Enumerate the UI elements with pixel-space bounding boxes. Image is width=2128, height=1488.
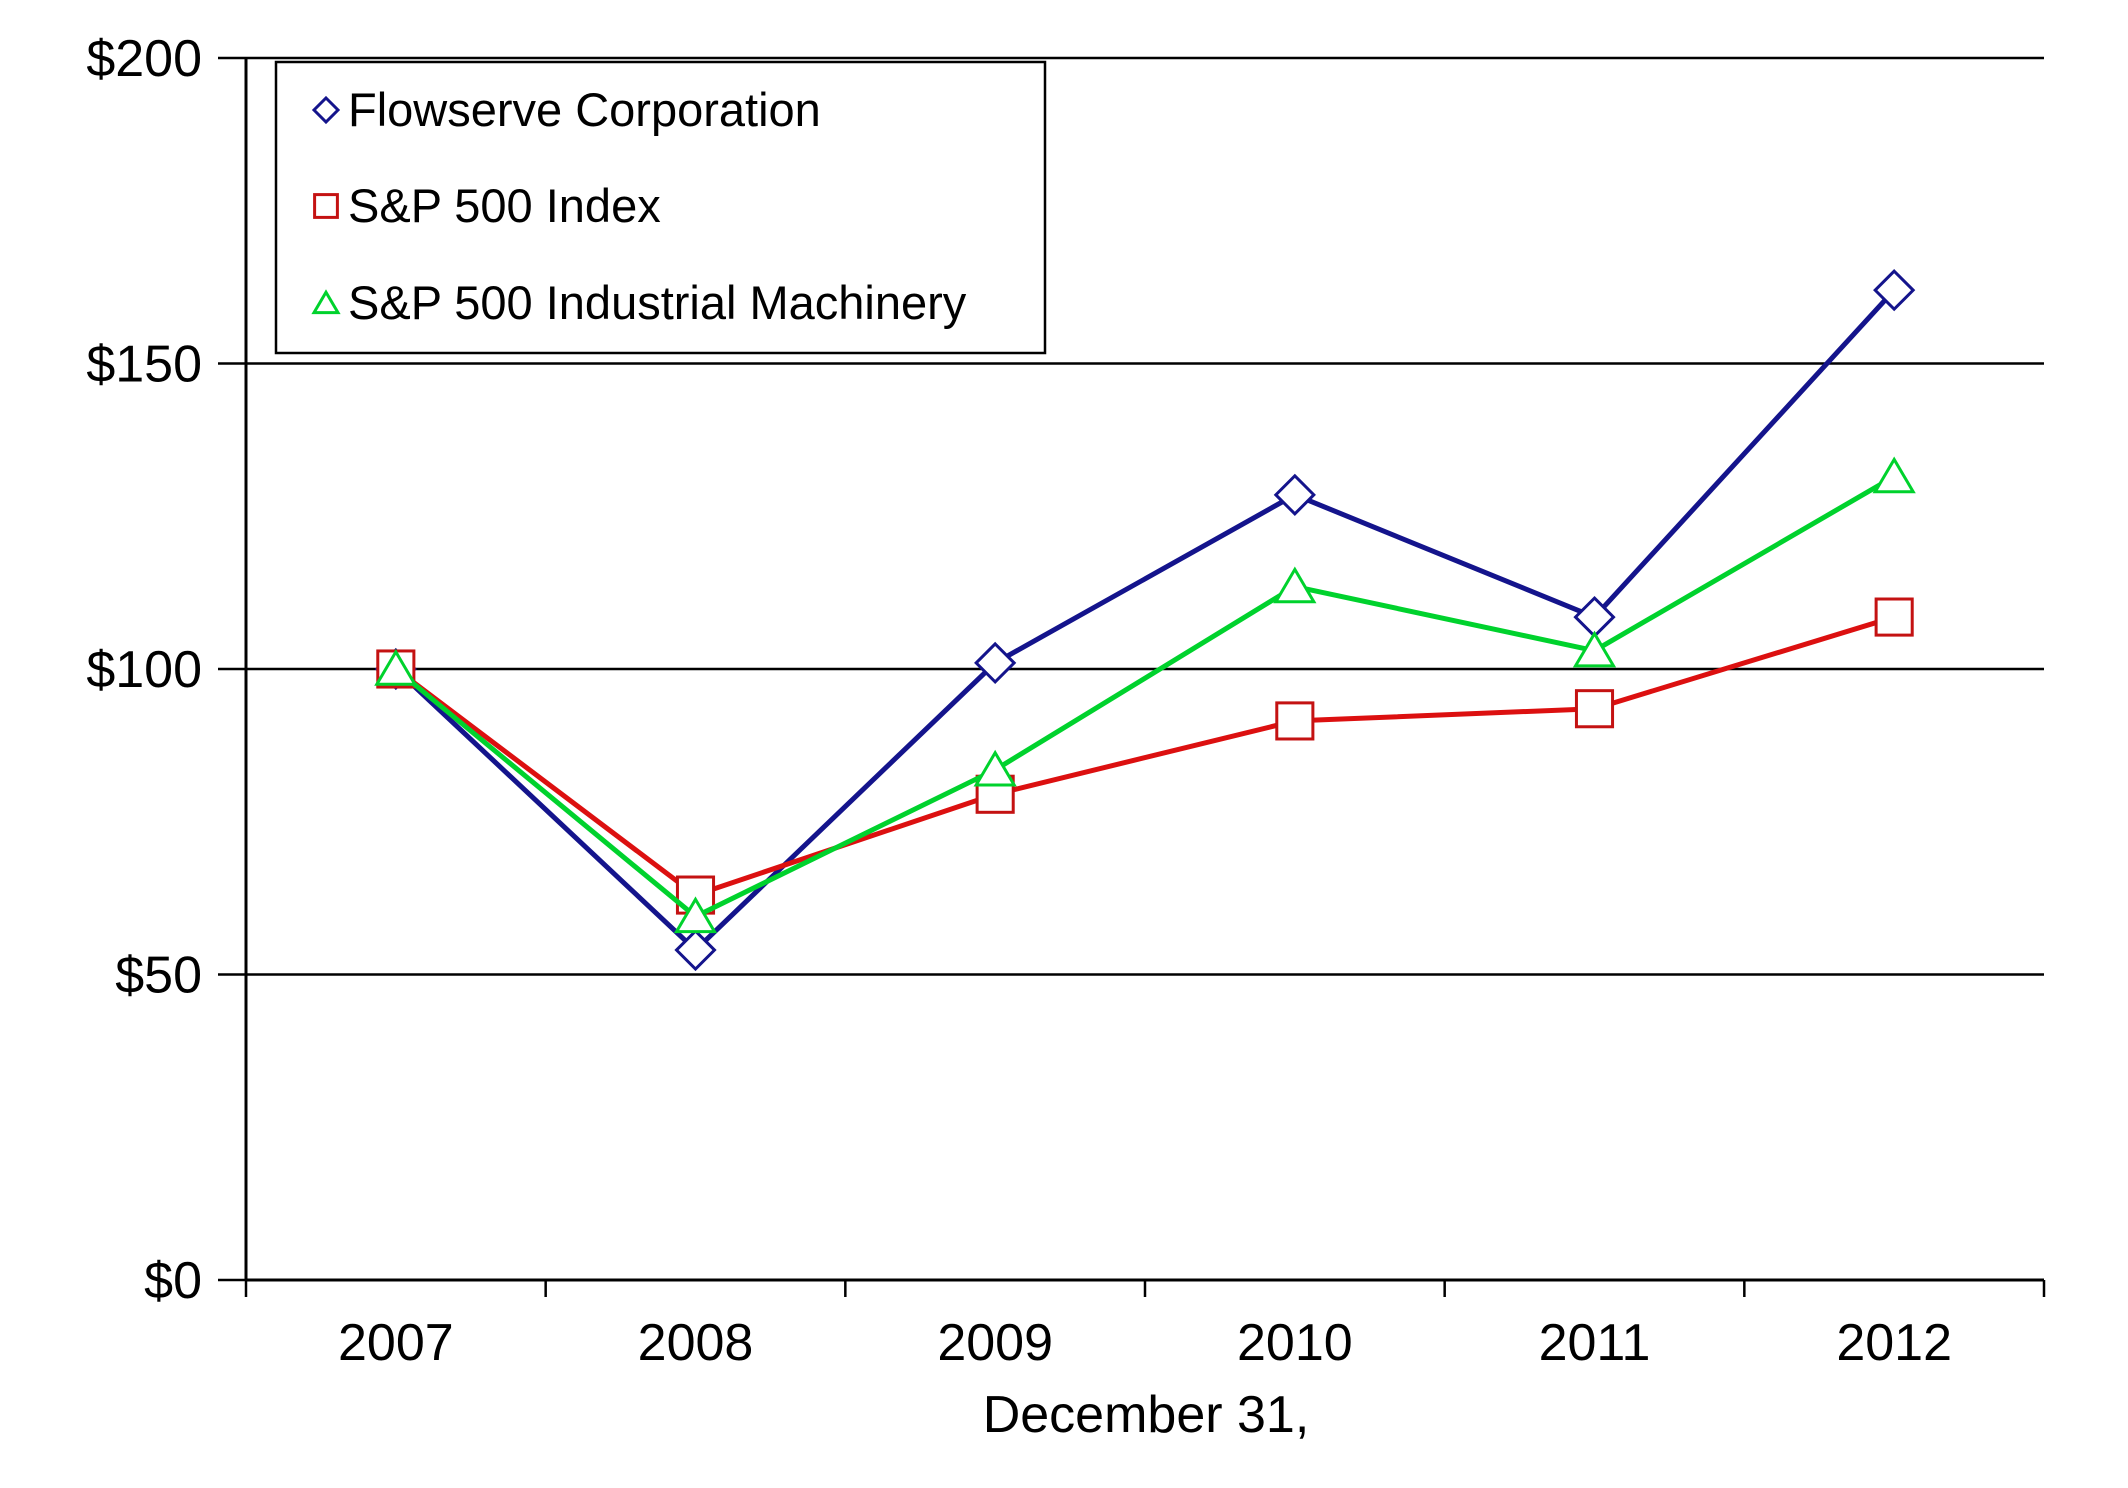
- marker-flowserve-corporation-2012: [1873, 269, 1916, 312]
- marker-s-p-500-industrial-machinery-2009: [973, 749, 1017, 787]
- y-axis-label-200: $200: [86, 30, 202, 88]
- legend-label-flowserve-corporation: Flowserve Corporation: [348, 83, 821, 136]
- legend-marker-s-p-500-industrial-machinery: [311, 289, 341, 315]
- marker-s-p-500-index-2012: [1874, 597, 1914, 637]
- series-line-flowserve-corporation: [394, 288, 1897, 953]
- x-axis-label-2012: 2012: [1836, 1314, 1952, 1372]
- x-axis-label-2009: 2009: [937, 1314, 1053, 1372]
- legend-label-s-p-500-index: S&P 500 Index: [348, 179, 661, 232]
- marker-s-p-500-index-2010: [1275, 701, 1315, 741]
- marker-s-p-500-industrial-machinery-2012: [1872, 456, 1916, 494]
- marker-s-p-500-industrial-machinery-2007: [374, 648, 418, 686]
- y-axis-label-50: $50: [115, 947, 202, 1005]
- x-axis-title: December 31,: [983, 1386, 1310, 1444]
- marker-flowserve-corporation-2008: [674, 928, 717, 972]
- y-axis-label-0: $0: [144, 1252, 202, 1310]
- x-axis-label-2008: 2008: [638, 1314, 754, 1372]
- marker-s-p-500-industrial-machinery-2010: [1273, 566, 1317, 604]
- legend-marker-flowserve-corporation: [311, 95, 341, 125]
- marker-s-p-500-industrial-machinery-2008: [673, 896, 718, 934]
- series-line-s-p-500-index: [394, 614, 1895, 898]
- marker-flowserve-corporation-2010: [1273, 473, 1316, 516]
- marker-s-p-500-index-2011: [1574, 689, 1615, 729]
- x-axis-label-2011: 2011: [1539, 1314, 1651, 1372]
- x-axis-label-2007: 2007: [338, 1314, 454, 1372]
- legend-marker-s-p-500-index: [313, 193, 339, 219]
- marker-flowserve-corporation-2009: [974, 641, 1017, 685]
- y-axis-label-100: $100: [86, 641, 202, 699]
- x-axis-label-2010: 2010: [1237, 1314, 1353, 1372]
- series-line-s-p-500-industrial-machinery: [394, 474, 1896, 919]
- legend-label-s-p-500-industrial-machinery: S&P 500 Industrial Machinery: [348, 276, 967, 329]
- marker-s-p-500-industrial-machinery-2011: [1572, 630, 1617, 668]
- legend-box: [274, 60, 1047, 355]
- y-axis-label-150: $150: [86, 336, 202, 394]
